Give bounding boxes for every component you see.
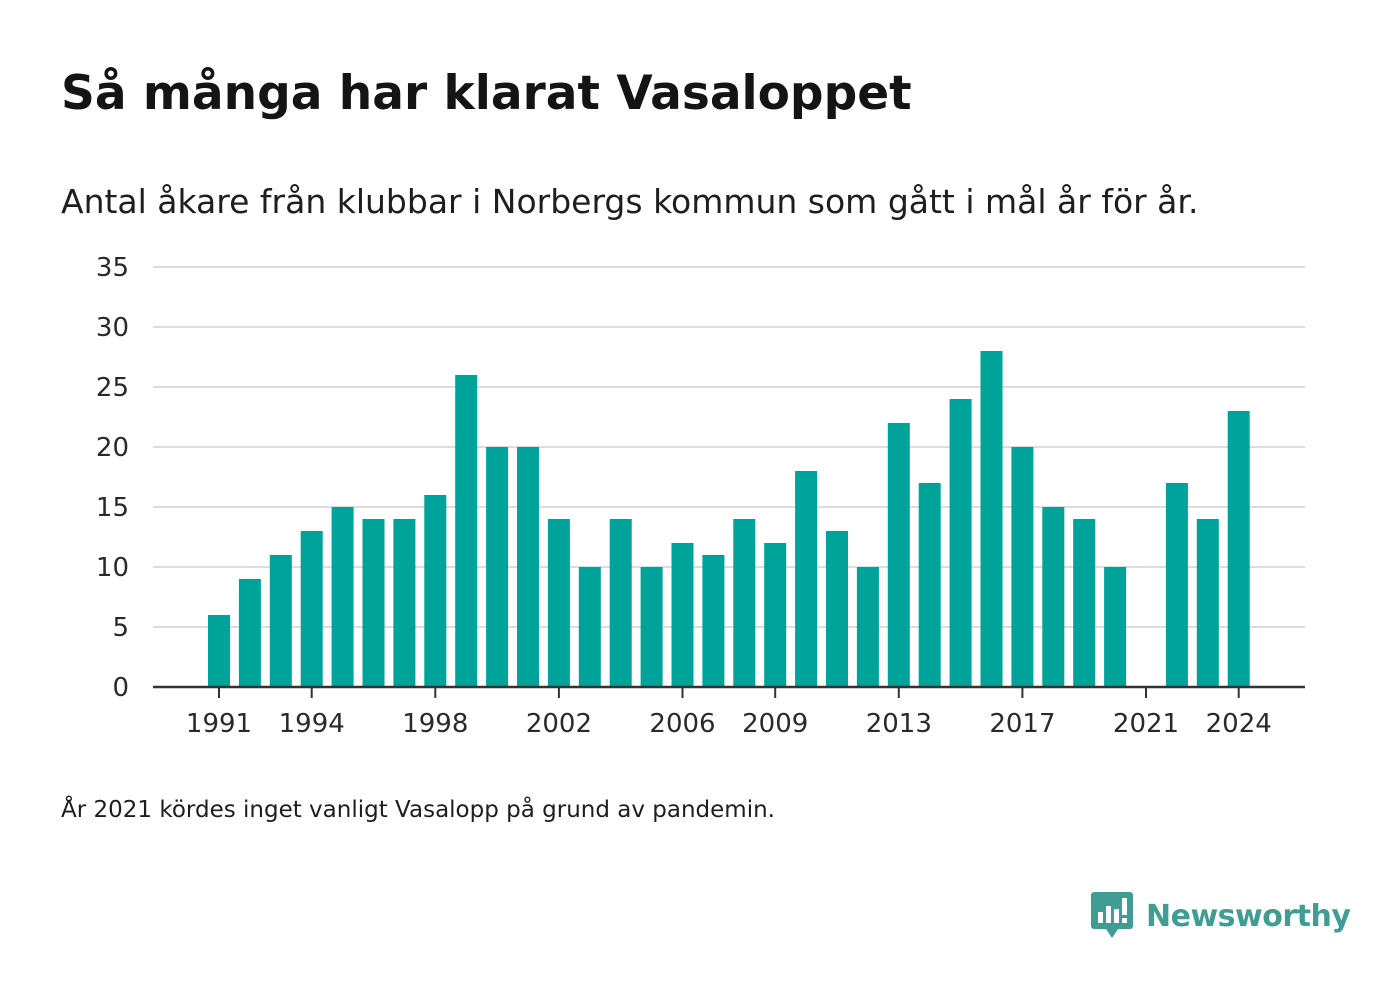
x-tick-label: 2006 (649, 709, 715, 739)
x-tick-label: 2021 (1113, 709, 1179, 739)
bar (517, 447, 539, 687)
bar (702, 555, 725, 687)
bar (980, 351, 1003, 687)
bar (1073, 519, 1096, 687)
bar (300, 531, 323, 687)
bar (424, 495, 447, 687)
y-tick-label: 25 (96, 373, 129, 403)
bar (269, 555, 292, 687)
x-tick-label: 1994 (279, 709, 345, 739)
bar (1042, 507, 1065, 687)
bar (1227, 411, 1250, 687)
bar (208, 615, 230, 687)
chart-title: Så många har klarat Vasaloppet (61, 66, 912, 121)
bar (393, 519, 416, 687)
y-tick-label: 0 (112, 673, 129, 703)
y-tick-label: 20 (96, 433, 129, 463)
bar (455, 375, 478, 687)
bar (331, 507, 354, 687)
brand-name: Newsworthy (1146, 898, 1351, 934)
bar (1196, 519, 1219, 687)
x-tick-label: 1998 (402, 709, 468, 739)
bars (208, 351, 1250, 687)
bar (733, 519, 756, 687)
bar (547, 519, 570, 687)
footnote: År 2021 kördes inget vanligt Vasalopp på… (61, 797, 775, 823)
bar (918, 483, 941, 687)
brand[interactable]: Newsworthy (1090, 890, 1351, 942)
bar (609, 519, 632, 687)
y-tick-label: 10 (96, 553, 129, 583)
chart-subtitle: Antal åkare från klubbar i Norbergs komm… (61, 182, 1199, 221)
bar (578, 567, 601, 687)
x-tick-label: 2013 (866, 709, 932, 739)
x-tick-label: 2024 (1206, 709, 1272, 739)
bar (640, 567, 663, 687)
bar (1165, 483, 1188, 687)
bar (795, 471, 818, 687)
newsworthy-logo-icon (1091, 892, 1133, 938)
x-tick-label: 2002 (526, 709, 592, 739)
bar (1011, 447, 1034, 687)
bar (486, 447, 509, 687)
bar (764, 543, 787, 687)
bar (1104, 567, 1127, 687)
y-tick-label: 5 (112, 613, 129, 643)
bar (362, 519, 385, 687)
y-tick-label: 15 (96, 493, 129, 523)
y-axis-tick-labels: 0 5 10 15 20 25 30 35 (96, 253, 129, 703)
x-tick-label: 1991 (186, 709, 252, 739)
bar (671, 543, 694, 687)
y-tick-label: 35 (96, 253, 129, 283)
y-tick-label: 30 (96, 313, 129, 343)
gridlines (153, 266, 1305, 628)
bar-chart: 0 5 10 15 20 25 30 35 1991 1994 1998 2002 2006 2009 2… (96, 253, 1305, 739)
bar (826, 531, 848, 687)
x-tick-label: 2009 (742, 709, 808, 739)
bar (949, 399, 972, 687)
bar (238, 579, 261, 687)
bar (856, 567, 879, 687)
x-axis-ticks: 1991 1994 1998 2002 2006 2009 2013 2017 2021 2024 (186, 687, 1272, 739)
x-tick-label: 2017 (989, 709, 1055, 739)
bar (887, 423, 910, 687)
